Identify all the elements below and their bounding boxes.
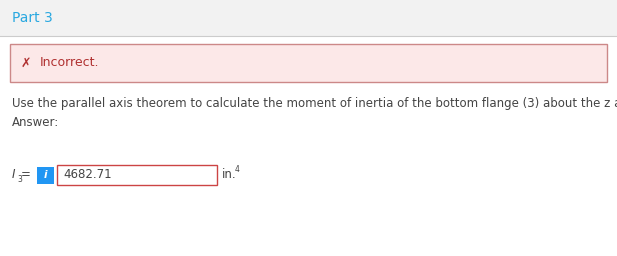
FancyBboxPatch shape [0, 0, 617, 36]
FancyBboxPatch shape [57, 165, 217, 185]
Text: Incorrect.: Incorrect. [40, 57, 99, 69]
Text: 4682.71: 4682.71 [63, 168, 112, 182]
Text: ✗: ✗ [21, 57, 31, 69]
Text: =: = [21, 168, 31, 182]
Text: in.: in. [222, 168, 237, 182]
Text: Answer:: Answer: [12, 115, 59, 129]
Text: Part 3: Part 3 [12, 11, 52, 25]
Text: I: I [12, 168, 15, 182]
Text: i: i [44, 170, 48, 180]
Text: 4: 4 [235, 165, 240, 175]
Text: Use the parallel axis theorem to calculate the moment of inertia of the bottom f: Use the parallel axis theorem to calcula… [12, 97, 617, 110]
FancyBboxPatch shape [10, 44, 607, 82]
FancyBboxPatch shape [37, 166, 54, 184]
Text: 3: 3 [17, 175, 22, 184]
